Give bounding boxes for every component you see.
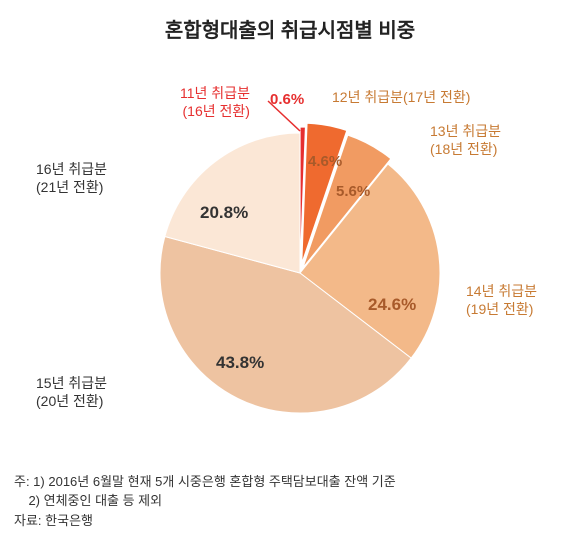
category-label-y14: 14년 취급분(19년 전환) xyxy=(466,283,537,318)
pct-label-y13: 5.6% xyxy=(336,183,370,200)
footnote-line: 2) 연체중인 대출 등 제외 xyxy=(14,491,396,511)
pct-label-y14: 24.6% xyxy=(368,295,416,315)
category-label-y13: 13년 취급분(18년 전환) xyxy=(430,123,501,158)
footnotes: 주: 1) 2016년 6월말 현재 5개 시중은행 혼합형 주택담보대출 잔액… xyxy=(14,472,396,531)
chart-title: 혼합형대출의 취급시점별 비중 xyxy=(0,0,580,43)
category-label-line: (20년 전환) xyxy=(36,393,107,411)
pct-label-y12: 4.6% xyxy=(308,153,342,170)
category-label-y12: 12년 취급분(17년 전환) xyxy=(332,89,470,107)
category-label-line: 13년 취급분 xyxy=(430,123,501,141)
pct-label-y15: 43.8% xyxy=(216,353,264,373)
category-label-line: 14년 취급분 xyxy=(466,283,537,301)
category-label-line: (18년 전환) xyxy=(430,141,501,159)
chart-area: 0.6% 4.6% 5.6% 24.6% 43.8% 20.8% 11년 취급분(16년 전… xyxy=(0,43,580,463)
pct-label-y16: 20.8% xyxy=(200,203,248,223)
footnote-source: 자료: 한국은행 xyxy=(14,511,396,531)
category-label-line: 16년 취급분 xyxy=(36,161,107,179)
category-label-line: 11년 취급분 xyxy=(180,85,250,103)
category-label-line: (16년 전환) xyxy=(180,103,250,121)
footnote-line: 주: 1) 2016년 6월말 현재 5개 시중은행 혼합형 주택담보대출 잔액… xyxy=(14,472,396,492)
category-label-line: (19년 전환) xyxy=(466,301,537,319)
pct-label-y11: 0.6% xyxy=(270,91,304,108)
category-label-y16: 16년 취급분(21년 전환) xyxy=(36,161,107,196)
category-label-line: 15년 취급분 xyxy=(36,375,107,393)
category-label-y15: 15년 취급분(20년 전환) xyxy=(36,375,107,410)
category-label-y11: 11년 취급분(16년 전환) xyxy=(180,85,250,120)
category-label-line: 12년 취급분(17년 전환) xyxy=(332,89,470,107)
category-label-line: (21년 전환) xyxy=(36,179,107,197)
